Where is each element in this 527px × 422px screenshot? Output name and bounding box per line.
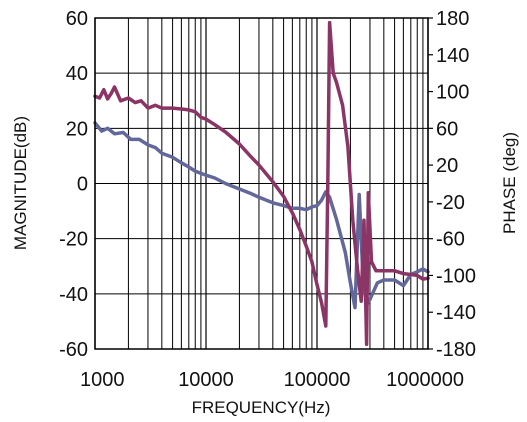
left-tick-label: 0 bbox=[77, 174, 88, 196]
right-tick-label: -100 bbox=[436, 265, 476, 287]
right-tick-label: 180 bbox=[436, 8, 469, 30]
right-axis-ticks: 180 140 100 60 20 -20 -60 -100 -140 -180 bbox=[428, 8, 476, 361]
left-tick-label: -40 bbox=[59, 284, 88, 306]
left-axis-ticks: 60 40 20 0 -20 -40 -60 bbox=[59, 8, 88, 361]
magnitude-series-line bbox=[93, 121, 430, 310]
left-tick-label: 40 bbox=[66, 63, 88, 85]
right-tick-label: -60 bbox=[436, 229, 465, 251]
left-tick-label: 60 bbox=[66, 8, 88, 30]
left-axis-label: MAGNITUDE(dB) bbox=[11, 116, 30, 250]
right-tick-label: 60 bbox=[436, 118, 458, 140]
x-axis-ticks: 1000 10000 100000 1000000 bbox=[80, 369, 464, 391]
left-tick-label: 20 bbox=[66, 118, 88, 140]
right-tick-label: -140 bbox=[436, 302, 476, 324]
right-tick-label: 100 bbox=[436, 82, 469, 104]
x-tick-label: 1000000 bbox=[386, 369, 464, 391]
phase-series-line bbox=[93, 20, 430, 347]
right-tick-label: 20 bbox=[436, 155, 458, 177]
x-tick-label: 1000 bbox=[80, 369, 125, 391]
series-layer bbox=[93, 20, 430, 347]
x-tick-label: 100000 bbox=[284, 369, 351, 391]
right-tick-label: 140 bbox=[436, 45, 469, 67]
plot-frame bbox=[94, 17, 429, 350]
right-tick-label: -20 bbox=[436, 192, 465, 214]
right-axis-label: PHASE (deg) bbox=[500, 132, 519, 234]
left-tick-label: -60 bbox=[59, 339, 88, 361]
x-tick-label: 10000 bbox=[178, 369, 234, 391]
right-tick-label: -180 bbox=[436, 339, 476, 361]
left-tick-label: -20 bbox=[59, 229, 88, 251]
x-axis-label: FREQUENCY(Hz) bbox=[192, 398, 331, 417]
